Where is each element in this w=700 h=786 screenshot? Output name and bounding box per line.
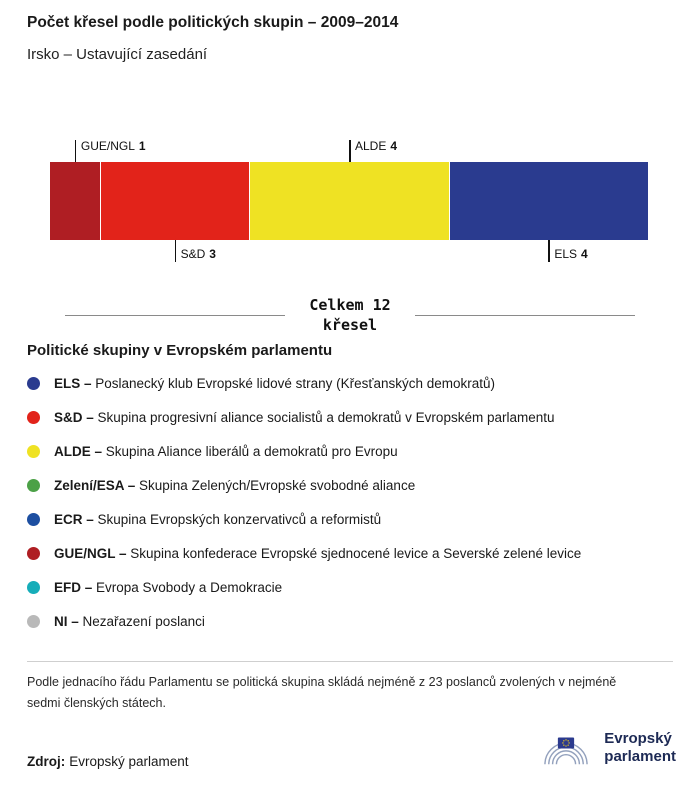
legend-dot-ni	[27, 614, 40, 628]
source-value: Evropský parlament	[69, 754, 189, 769]
footnote-text: Podle jednacího řádu Parlamentu se polit…	[27, 675, 617, 711]
legend-heading: Politické skupiny v Evropském parlamentu	[27, 342, 333, 359]
legend-item-zelen-esa: Zelení/ESA – Skupina Zelených/Evropské s…	[27, 468, 673, 502]
page-title: Počet křesel podle politických skupin – …	[27, 14, 399, 31]
legend-dot-alde	[27, 444, 40, 458]
legend-label-zelen-esa: Zelení/ESA – Skupina Zelených/Evropské s…	[54, 477, 416, 493]
legend-dot-gue-ngl	[27, 546, 40, 560]
annotation-label-s-d: S&D 3	[180, 247, 216, 261]
bar-segment-s-d	[99, 162, 250, 240]
total-rule-right	[414, 314, 635, 316]
legend-dot-els	[27, 376, 40, 390]
legend-item-efd: EFD – Evropa Svobody a Demokracie	[27, 570, 673, 604]
legend-item-s-d: S&D – Skupina progresivní aliance social…	[27, 400, 673, 434]
annotation-tick-gue-ngl	[74, 140, 77, 162]
annotation-label-gue-ngl: GUE/NGL 1	[80, 139, 146, 153]
european-parliament-logo: Evropský parlament	[537, 726, 676, 770]
bar-segment-els	[448, 162, 648, 240]
total-seats-label: Celkem 12 křesel	[285, 295, 414, 336]
legend-label-els: ELS – Poslanecký klub Evropské lidové st…	[54, 375, 495, 391]
annotation-label-alde: ALDE 4	[355, 139, 398, 153]
legend-dot-zelen-esa	[27, 478, 40, 492]
legend-dot-s-d	[27, 410, 40, 424]
legend-label-ni: NI – Nezařazení poslanci	[54, 613, 205, 629]
legend-item-ni: NI – Nezařazení poslanci	[27, 604, 673, 638]
legend-item-gue-ngl: GUE/NGL – Skupina konfederace Evropské s…	[27, 536, 673, 570]
logo-wordmark: Evropský parlament	[604, 730, 676, 766]
total-seats-line1: Celkem 12	[309, 296, 391, 314]
logo-line2: parlament	[604, 748, 676, 765]
logo-line1: Evropský	[604, 730, 672, 747]
legend-list: ELS – Poslanecký klub Evropské lidové st…	[27, 366, 673, 638]
legend-dot-ecr	[27, 512, 40, 526]
legend-label-alde: ALDE – Skupina Aliance liberálů a demokr…	[54, 443, 398, 459]
page-subtitle: Irsko – Ustavující zasedání	[27, 46, 208, 63]
legend-label-s-d: S&D – Skupina progresivní aliance social…	[54, 409, 555, 425]
footnote-divider	[27, 661, 673, 662]
annotation-label-els: ELS 4	[554, 247, 588, 261]
legend-item-ecr: ECR – Skupina Evropských konzervativců a…	[27, 502, 673, 536]
legend-label-ecr: ECR – Skupina Evropských konzervativců a…	[54, 511, 382, 527]
legend-item-alde: ALDE – Skupina Aliance liberálů a demokr…	[27, 434, 673, 468]
annotation-tick-alde	[349, 140, 351, 162]
source-label: Zdroj:	[27, 754, 66, 769]
total-rule-left	[65, 314, 286, 316]
hemicycle-logo-icon	[544, 737, 589, 765]
eu-flag-icon	[558, 737, 575, 749]
annotation-tick-els	[548, 240, 550, 262]
legend-item-els: ELS – Poslanecký klub Evropské lidové st…	[27, 366, 673, 400]
legend-label-gue-ngl: GUE/NGL – Skupina konfederace Evropské s…	[54, 545, 582, 561]
stacked-bar	[50, 162, 648, 240]
legend-label-efd: EFD – Evropa Svobody a Demokracie	[54, 579, 283, 595]
total-seats: Celkem 12 křesel	[65, 295, 635, 336]
legend-dot-efd	[27, 580, 40, 594]
total-seats-line2: křesel	[322, 316, 378, 335]
bar-segment-gue-ngl	[50, 162, 100, 240]
bar-segment-alde	[249, 162, 449, 240]
annotation-tick-s-d	[174, 240, 177, 262]
source-line: Zdroj: Evropský parlament	[27, 754, 189, 769]
